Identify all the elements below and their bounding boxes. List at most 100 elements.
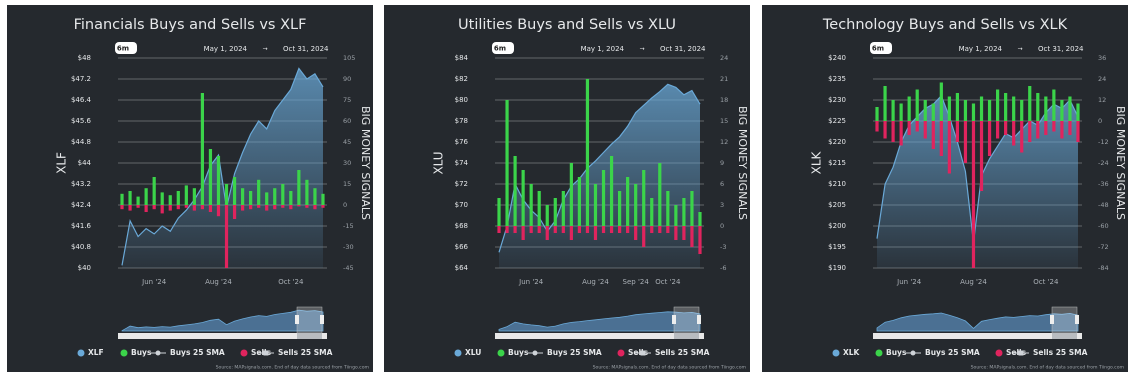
- signal-bar: [144, 188, 148, 205]
- y-tick-label: $225: [828, 117, 846, 125]
- signal-bar: [265, 192, 269, 205]
- signal-bar: [698, 226, 702, 254]
- signal-bar: [593, 184, 598, 226]
- signal-bar: [273, 188, 277, 205]
- x-tick-label: Sep '24: [623, 278, 650, 286]
- y-tick-label: $215: [828, 159, 846, 167]
- signal-bar: [593, 226, 598, 240]
- y-tick-label: $84: [455, 54, 469, 62]
- legend-label[interactable]: XLU: [465, 348, 481, 357]
- legend-label[interactable]: Buys: [886, 348, 907, 357]
- legend-label[interactable]: Buys 25 SMA: [170, 348, 225, 357]
- signal-bar: [505, 100, 509, 226]
- navigator-handle[interactable]: [1050, 315, 1054, 324]
- range-button-bg[interactable]: [492, 42, 514, 54]
- signal-bar: [1060, 121, 1064, 139]
- legend-symbol: [155, 350, 161, 356]
- y-tick-label: $235: [828, 75, 846, 83]
- legend-symbol: [120, 349, 128, 357]
- x-tick-label: Oct '24: [1033, 278, 1059, 286]
- signal-bar: [553, 198, 557, 226]
- navigator-handle[interactable]: [1075, 315, 1079, 324]
- scrollbar[interactable]: [873, 333, 1082, 339]
- signal-bar: [120, 205, 124, 210]
- signal-bar: [1044, 121, 1048, 135]
- legend-label[interactable]: Buys: [508, 348, 529, 357]
- legend-label[interactable]: Buys 25 SMA: [547, 348, 602, 357]
- y2-tick-label: -12: [1098, 138, 1109, 146]
- signal-bar: [947, 121, 951, 174]
- signal-bar: [529, 226, 533, 233]
- legend-symbol: [263, 350, 269, 356]
- range-button-bg[interactable]: [115, 42, 137, 54]
- signal-bar: [208, 149, 213, 205]
- legend-label[interactable]: Sells 25 SMA: [1033, 348, 1088, 357]
- navigator-window: [296, 306, 323, 334]
- legend-symbol: [910, 350, 916, 356]
- signal-bar: [184, 185, 188, 205]
- y2-tick-label: -36: [1098, 180, 1109, 188]
- legend-label[interactable]: Sells 25 SMA: [655, 348, 710, 357]
- navigator-handle[interactable]: [295, 315, 299, 324]
- range-button-bg[interactable]: [870, 42, 892, 54]
- signal-bar: [160, 205, 164, 214]
- signal-bar: [216, 156, 221, 205]
- scrollbar-thumb[interactable]: [674, 333, 699, 339]
- scrollbar-thumb[interactable]: [1052, 333, 1077, 339]
- range-button[interactable]: 6m: [494, 45, 506, 53]
- y2-tick-label: 45: [343, 138, 351, 146]
- y-tick-label: $70: [455, 201, 468, 209]
- signal-bar: [192, 188, 196, 205]
- signal-bar: [682, 198, 686, 226]
- chart-panel: Utilities Buys and Sells vs XLU 6m May 1, …: [384, 5, 750, 372]
- legend-symbol: [532, 350, 538, 356]
- source-note: Source: MAPsignals.com. End of day data …: [593, 365, 747, 371]
- signal-bar: [690, 226, 694, 247]
- navigator-handle[interactable]: [697, 315, 701, 324]
- signal-bar: [875, 107, 879, 121]
- legend-label[interactable]: XLF: [88, 348, 104, 357]
- signal-bar: [931, 103, 935, 121]
- range-button[interactable]: 6m: [872, 45, 884, 53]
- signal-bar: [232, 205, 237, 219]
- range-button[interactable]: 6m: [117, 45, 129, 53]
- signal-bar: [561, 226, 565, 233]
- legend-label[interactable]: XLK: [843, 348, 861, 357]
- y2-tick-label: -45: [343, 264, 354, 272]
- signal-bar: [1068, 96, 1072, 121]
- navigator-handle[interactable]: [672, 315, 676, 324]
- scrollbar[interactable]: [495, 333, 704, 339]
- legend-label[interactable]: Buys 25 SMA: [925, 348, 980, 357]
- scrollbar-thumb[interactable]: [297, 333, 322, 339]
- legend-symbol: [640, 350, 646, 356]
- y2-tick-label: 12: [720, 138, 728, 146]
- signal-bar: [537, 191, 541, 226]
- y-tick-label: $66: [455, 243, 469, 251]
- y-tick-label: $41.6: [71, 222, 92, 230]
- price-area: [122, 68, 323, 268]
- signal-bar: [545, 226, 549, 240]
- y2-tick-label: 18: [720, 96, 728, 104]
- legend-symbol: [1018, 350, 1024, 356]
- y2-tick-label: 21: [720, 75, 728, 83]
- signal-bar: [249, 191, 253, 205]
- signal-bar: [313, 205, 317, 210]
- signal-bar: [609, 226, 614, 233]
- signal-bar: [947, 96, 951, 121]
- legend-label[interactable]: Buys: [131, 348, 152, 357]
- navigator-window: [1051, 306, 1078, 334]
- signal-bar: [321, 193, 325, 205]
- y-tick-label: $72: [455, 180, 468, 188]
- x-tick-label: Jun '24: [518, 278, 544, 286]
- signal-bar: [658, 163, 662, 226]
- signal-bar: [224, 205, 229, 268]
- legend-symbol: [77, 349, 85, 357]
- y-tick-label: $40.8: [71, 243, 91, 251]
- legend-label[interactable]: Sells 25 SMA: [278, 348, 333, 357]
- scrollbar[interactable]: [118, 333, 327, 339]
- signal-bar: [529, 184, 533, 226]
- date-to: Oct 31, 2024: [660, 45, 706, 53]
- y2-tick-label: 6: [720, 180, 724, 188]
- navigator-handle[interactable]: [320, 315, 324, 324]
- signal-bar: [1076, 121, 1080, 142]
